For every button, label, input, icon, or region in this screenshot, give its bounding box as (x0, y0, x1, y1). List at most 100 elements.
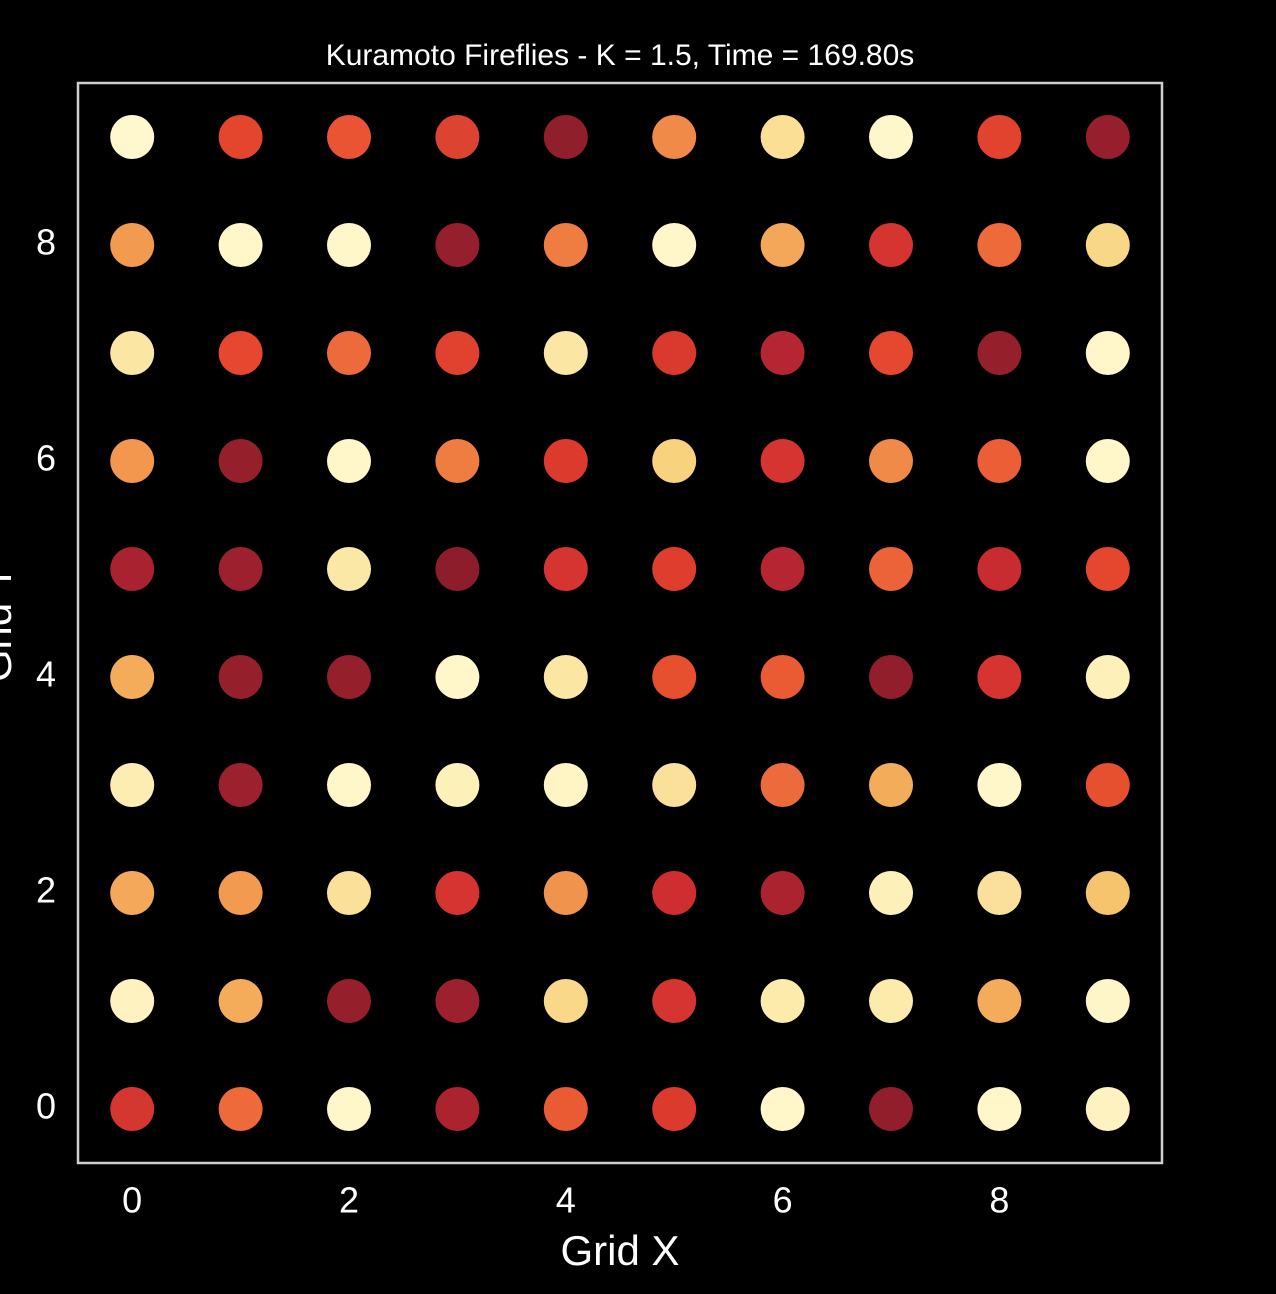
firefly (110, 763, 155, 807)
firefly (435, 871, 480, 915)
firefly (543, 655, 588, 699)
firefly (1085, 439, 1130, 483)
firefly (435, 979, 480, 1023)
firefly (977, 115, 1022, 159)
firefly (869, 979, 913, 1023)
firefly (110, 979, 155, 1023)
firefly (435, 331, 480, 375)
firefly (327, 115, 371, 159)
firefly (543, 979, 588, 1023)
firefly (652, 115, 697, 159)
firefly (435, 115, 480, 159)
firefly (218, 979, 263, 1023)
firefly (543, 763, 588, 807)
firefly (652, 331, 697, 375)
firefly (327, 763, 371, 807)
firefly (110, 655, 155, 699)
firefly (110, 223, 155, 267)
firefly (218, 871, 263, 915)
firefly (869, 655, 913, 699)
firefly (869, 439, 913, 483)
firefly (652, 763, 697, 807)
firefly (327, 223, 371, 267)
y-tick-label: 2 (36, 870, 56, 911)
firefly (760, 223, 805, 267)
y-axis-label: Grid Y (0, 564, 20, 682)
firefly (869, 223, 913, 267)
firefly (543, 223, 588, 267)
firefly (1085, 1087, 1130, 1131)
firefly (977, 871, 1022, 915)
firefly (218, 223, 263, 267)
firefly (327, 547, 371, 591)
firefly (110, 871, 155, 915)
firefly (435, 655, 480, 699)
firefly (327, 655, 371, 699)
firefly (1085, 655, 1130, 699)
firefly (435, 1087, 480, 1131)
firefly (652, 655, 697, 699)
chart-title: Kuramoto Fireflies - K = 1.5, Time = 169… (326, 39, 915, 72)
firefly (327, 331, 371, 375)
x-axis-label: Grid X (560, 1227, 679, 1274)
firefly (977, 331, 1022, 375)
firefly (977, 1087, 1022, 1131)
firefly (977, 223, 1022, 267)
firefly (218, 547, 263, 591)
firefly (977, 979, 1022, 1023)
firefly (977, 655, 1022, 699)
firefly (760, 979, 805, 1023)
firefly (110, 439, 155, 483)
firefly (110, 115, 155, 159)
y-tick-label: 8 (36, 222, 56, 263)
firefly (218, 331, 263, 375)
firefly (652, 439, 697, 483)
firefly (218, 763, 263, 807)
firefly (327, 979, 371, 1023)
firefly (760, 655, 805, 699)
firefly (435, 547, 480, 591)
firefly (869, 547, 913, 591)
firefly (543, 1087, 588, 1131)
firefly (218, 439, 263, 483)
firefly (652, 547, 697, 591)
firefly (869, 871, 913, 915)
firefly (869, 1087, 913, 1131)
firefly (435, 763, 480, 807)
firefly (1085, 115, 1130, 159)
firefly (760, 763, 805, 807)
firefly (218, 115, 263, 159)
firefly (543, 115, 588, 159)
firefly (760, 439, 805, 483)
firefly (869, 763, 913, 807)
firefly (218, 655, 263, 699)
firefly (327, 439, 371, 483)
firefly (1085, 871, 1130, 915)
firefly (543, 331, 588, 375)
firefly (652, 223, 697, 267)
x-tick-label: 2 (339, 1180, 359, 1221)
firefly (760, 331, 805, 375)
firefly (1085, 331, 1130, 375)
y-tick-label: 0 (36, 1086, 56, 1127)
firefly (760, 871, 805, 915)
firefly (543, 439, 588, 483)
firefly (869, 331, 913, 375)
x-tick-label: 4 (556, 1180, 576, 1221)
x-tick-label: 8 (989, 1180, 1009, 1221)
firefly (110, 1087, 155, 1131)
firefly (1085, 547, 1130, 591)
firefly (977, 439, 1022, 483)
firefly (977, 547, 1022, 591)
firefly (327, 1087, 371, 1131)
firefly (327, 871, 371, 915)
firefly (110, 331, 155, 375)
y-tick-label: 6 (36, 438, 56, 479)
firefly (652, 1087, 697, 1131)
firefly (652, 871, 697, 915)
firefly (110, 547, 155, 591)
firefly (543, 871, 588, 915)
